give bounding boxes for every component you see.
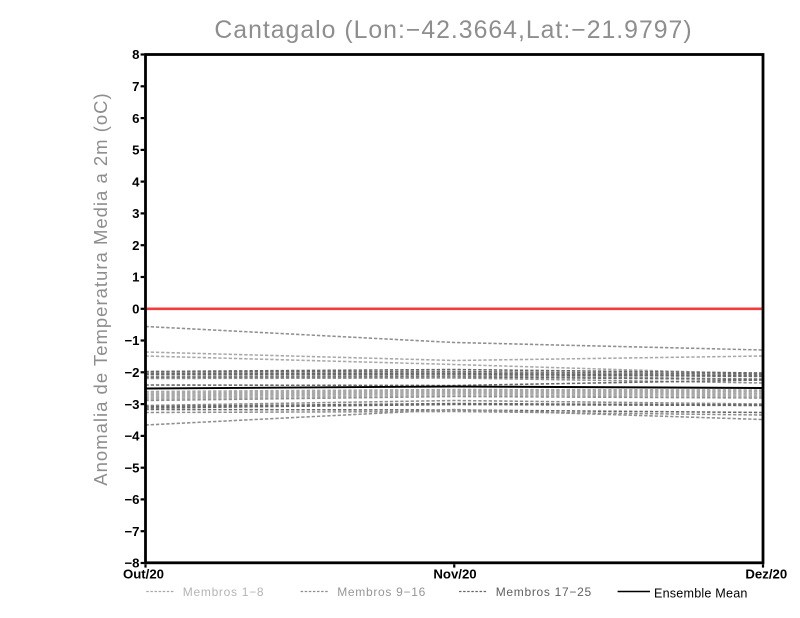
- svg-text:Ensemble Mean: Ensemble Mean: [654, 586, 748, 600]
- svg-text:7: 7: [132, 79, 139, 94]
- svg-text:3: 3: [132, 206, 139, 221]
- svg-text:Cantagalo (Lon:−42.3664,Lat:−2: Cantagalo (Lon:−42.3664,Lat:−21.9797): [214, 17, 692, 44]
- svg-text:Out/20: Out/20: [123, 567, 164, 582]
- svg-text:6: 6: [132, 111, 139, 126]
- svg-text:−4: −4: [124, 429, 140, 444]
- svg-text:−3: −3: [124, 397, 139, 412]
- svg-text:−8: −8: [124, 556, 139, 571]
- svg-text:−7: −7: [124, 524, 139, 539]
- svg-text:0: 0: [132, 302, 139, 317]
- svg-text:−6: −6: [124, 492, 139, 507]
- svg-text:1: 1: [132, 270, 139, 285]
- svg-text:−1: −1: [124, 333, 139, 348]
- svg-text:−5: −5: [124, 460, 139, 475]
- svg-text:Membros 9−16: Membros 9−16: [337, 585, 426, 599]
- svg-text:2: 2: [132, 238, 139, 253]
- svg-text:Nov/20: Nov/20: [433, 567, 476, 582]
- svg-text:−2: −2: [124, 365, 139, 380]
- svg-text:4: 4: [132, 174, 140, 189]
- svg-text:5: 5: [132, 143, 139, 158]
- svg-text:8: 8: [132, 47, 139, 62]
- svg-text:Dez/20: Dez/20: [745, 567, 787, 582]
- svg-text:Membros 1−8: Membros 1−8: [183, 585, 264, 599]
- svg-text:Membros 17−25: Membros 17−25: [496, 585, 592, 599]
- svg-text:Anomalia de Temperatura Media: Anomalia de Temperatura Media a 2m (oC): [90, 92, 111, 485]
